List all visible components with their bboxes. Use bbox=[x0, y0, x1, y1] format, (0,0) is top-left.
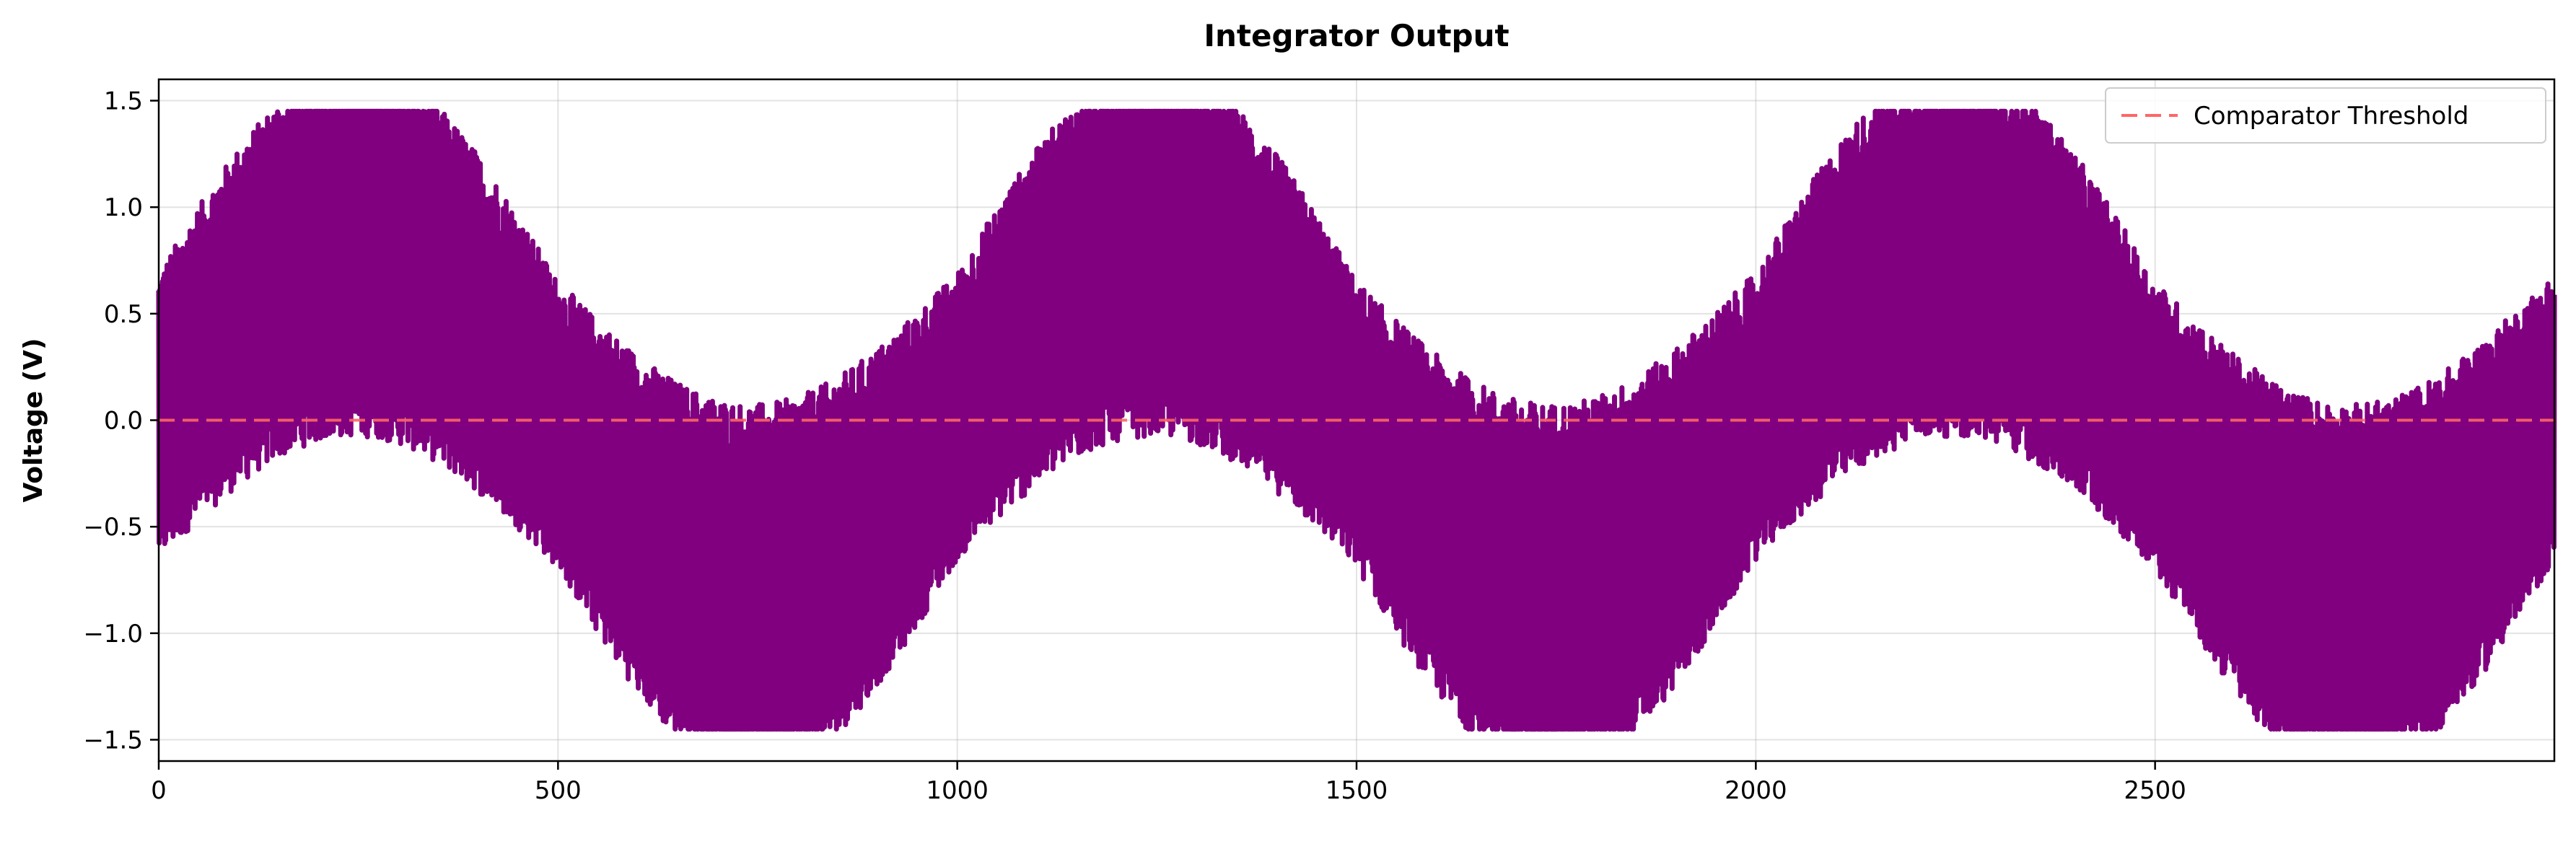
y-tick-label: −1.0 bbox=[83, 620, 143, 649]
x-tick-label: 1500 bbox=[1326, 776, 1388, 805]
series-line-integrator-output bbox=[156, 108, 2557, 732]
y-tick-label: 0.0 bbox=[104, 407, 143, 436]
chart-title: Integrator Output bbox=[1204, 18, 1509, 53]
legend-box bbox=[2105, 87, 2546, 144]
y-tick-label: 1.0 bbox=[104, 193, 143, 222]
y-tick-label: 1.5 bbox=[104, 87, 143, 116]
x-tick-label: 0 bbox=[151, 776, 167, 805]
plot-area bbox=[156, 108, 2557, 732]
y-tick-label: −0.5 bbox=[83, 513, 143, 542]
y-axis-label: Voltage (V) bbox=[19, 338, 48, 503]
y-tick-label: 0.5 bbox=[104, 300, 143, 329]
x-tick-label: 2000 bbox=[1725, 776, 1787, 805]
y-tick-label: −1.5 bbox=[83, 726, 143, 755]
axis-ticks: 0 500 1000 1500 2000 2500 −1.5 −1.0 −0.5 0.0 0.5 1.… bbox=[83, 87, 2186, 805]
x-tick-label: 500 bbox=[535, 776, 582, 805]
legend: Comparator Threshold bbox=[2105, 87, 2546, 144]
x-tick-label: 1000 bbox=[926, 776, 989, 805]
legend-label-comparator-threshold: Comparator Threshold bbox=[2194, 102, 2468, 131]
x-tick-label: 2500 bbox=[2124, 776, 2186, 805]
